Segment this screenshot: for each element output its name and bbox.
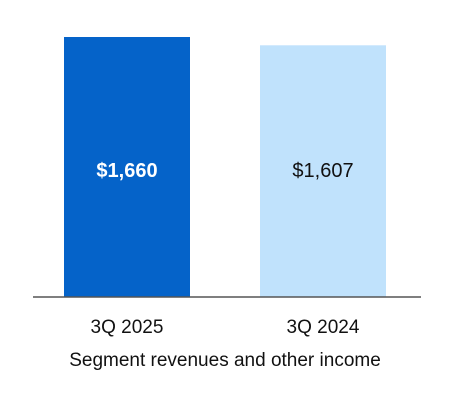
bar-2 xyxy=(260,45,386,297)
bar-value-label-1: $1,660 xyxy=(96,160,157,182)
bar-value-label-2: $1,607 xyxy=(292,160,353,182)
x-axis-title: Segment revenues and other income xyxy=(69,350,381,371)
bars-layer xyxy=(64,37,386,297)
category-label-2: 3Q 2024 xyxy=(287,317,360,338)
category-label-1: 3Q 2025 xyxy=(91,317,164,338)
bar-1 xyxy=(64,37,190,297)
labels-layer: $1,660 3Q 2025 $1,607 3Q 2024 xyxy=(91,160,360,338)
